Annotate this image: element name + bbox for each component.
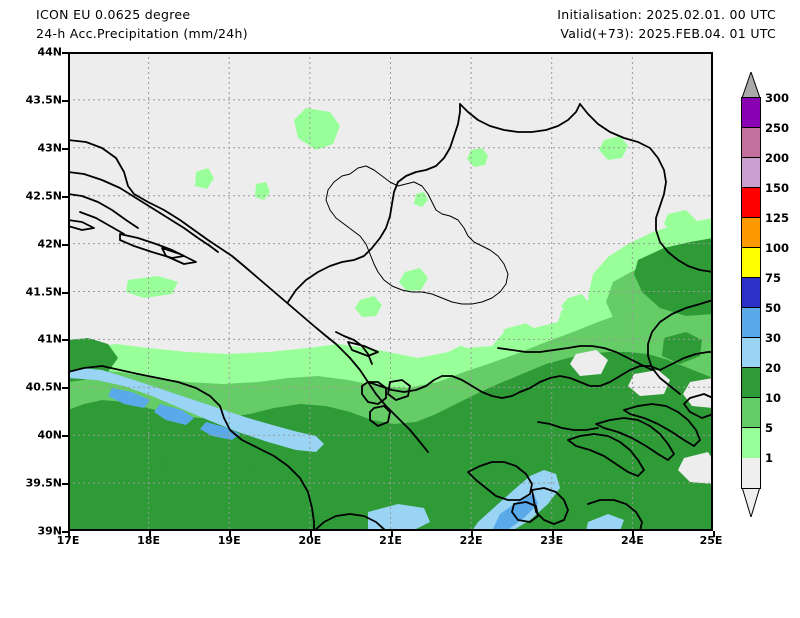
x-tickmark xyxy=(713,531,715,537)
header-valid-time: Valid(+73): 2025.FEB.04. 01 UTC xyxy=(560,26,776,41)
coastlines-and-borders xyxy=(68,103,713,531)
colorbar-tick-1: 1 xyxy=(765,451,774,465)
colorbar-cell-5-10[interactable] xyxy=(742,398,760,428)
x-tickmark xyxy=(309,531,312,537)
y-axis-label: 39N xyxy=(37,524,62,538)
colorbar-cell-125-150[interactable] xyxy=(742,188,760,218)
colorbar-tick-10: 10 xyxy=(765,391,782,405)
x-axis-label: 20E xyxy=(298,534,322,547)
colorbar-over-arrow xyxy=(741,72,761,98)
y-tickmark xyxy=(62,147,68,150)
y-tickmark xyxy=(62,52,68,54)
colorbar-cell-20-30[interactable] xyxy=(742,338,760,368)
x-axis-label: 24E xyxy=(620,534,644,547)
y-axis-label: 43.5N xyxy=(25,93,62,107)
y-axis-label: 40N xyxy=(37,428,62,442)
colorbar-tick-20: 20 xyxy=(765,361,782,375)
header-field-name: 24-h Acc.Precipitation (mm/24h) xyxy=(36,26,248,41)
x-tickmark xyxy=(390,531,393,537)
header-model-name: ICON EU 0.0625 degree xyxy=(36,7,191,22)
colorbar[interactable] xyxy=(741,97,761,489)
x-axis-label: 25E xyxy=(699,534,723,547)
y-axis-label: 41N xyxy=(37,332,62,346)
x-tickmark xyxy=(551,531,554,537)
colorbar-cell-30-50[interactable] xyxy=(742,308,760,338)
y-tickmark xyxy=(62,243,68,246)
x-tickmark xyxy=(229,531,232,537)
precipitation-map xyxy=(68,52,713,531)
x-axis-label: 23E xyxy=(540,534,564,547)
colorbar-tick-5: 5 xyxy=(765,421,774,435)
colorbar-tick-125: 125 xyxy=(765,211,790,225)
x-tickmark xyxy=(148,531,151,537)
colorbar-cell-150-200[interactable] xyxy=(742,158,760,188)
y-tickmark xyxy=(62,435,68,438)
x-axis-label: 21E xyxy=(379,534,402,547)
colorbar-cell-under-1[interactable] xyxy=(742,458,760,488)
x-tickmark xyxy=(68,531,70,537)
colorbar-cell-1-5[interactable] xyxy=(742,428,760,458)
y-axis-label: 42N xyxy=(37,237,62,251)
y-tickmark xyxy=(62,99,68,102)
colorbar-tick-150: 150 xyxy=(765,181,790,195)
x-axis-label: 17E xyxy=(56,534,80,547)
colorbar-tick-30: 30 xyxy=(765,331,782,345)
y-axis-label: 41.5N xyxy=(25,285,62,298)
y-tickmark xyxy=(62,291,68,294)
y-axis-label: 39.5N xyxy=(25,476,62,490)
y-axis-label: 43N xyxy=(37,141,62,155)
colorbar-cell-75-100[interactable] xyxy=(742,248,760,278)
colorbar-under-arrow xyxy=(741,487,761,517)
colorbar-tick-250: 250 xyxy=(765,121,790,135)
y-tickmark xyxy=(62,339,68,342)
colorbar-cell-10-20[interactable] xyxy=(742,368,760,398)
colorbar-tick-100: 100 xyxy=(765,241,790,255)
y-axis-label: 40.5N xyxy=(25,380,62,394)
colorbar-tick-200: 200 xyxy=(765,151,790,165)
y-tickmark xyxy=(62,531,68,533)
colorbar-cell-100-125[interactable] xyxy=(742,218,760,248)
colorbar-tick-300: 300 xyxy=(765,91,790,105)
y-axis-label: 44N xyxy=(37,45,62,59)
colorbar-cell-200-250[interactable] xyxy=(742,128,760,158)
x-tickmark xyxy=(632,531,635,537)
y-tickmark xyxy=(62,387,68,390)
x-axis-label: 19E xyxy=(217,534,241,547)
colorbar-tick-50: 50 xyxy=(765,301,782,315)
colorbar-tick-75: 75 xyxy=(765,271,782,285)
colorbar-cell-250-300[interactable] xyxy=(742,98,760,128)
y-axis-label: 42.5N xyxy=(25,189,62,203)
colorbar-cell-50-75[interactable] xyxy=(742,278,760,308)
map-plot-area[interactable] xyxy=(68,52,713,531)
x-axis-label: 22E xyxy=(459,534,483,547)
x-axis-label: 18E xyxy=(137,534,161,547)
header-initialisation: Initialisation: 2025.02.01. 00 UTC xyxy=(557,7,776,22)
y-tickmark xyxy=(62,483,68,486)
x-tickmark xyxy=(471,531,474,537)
y-tickmark xyxy=(62,195,68,198)
